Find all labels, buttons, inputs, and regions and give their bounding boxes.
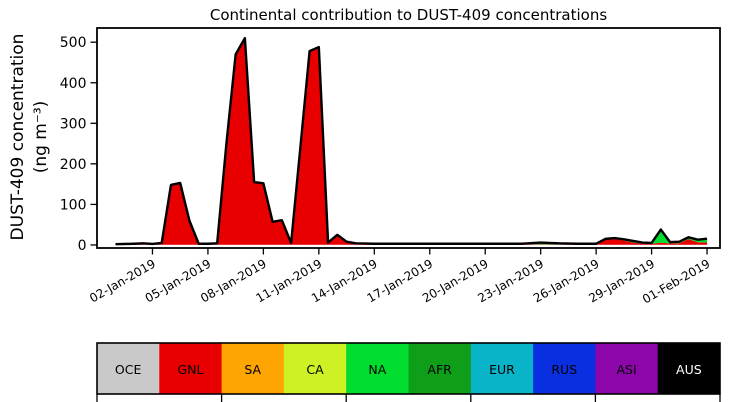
y-tick-label: 0 — [78, 238, 87, 254]
total-outline — [115, 36, 708, 246]
legend-label-CA: CA — [306, 362, 324, 377]
legend-cell-SA — [221, 343, 285, 394]
legend-label-AUS: AUS — [676, 362, 702, 377]
legend-label-NA: NA — [368, 362, 386, 377]
legend-label-AFR: AFR — [427, 362, 452, 377]
chart-title: Continental contribution to DUST-409 con… — [209, 6, 608, 24]
y-tick-label: 200 — [60, 157, 87, 173]
legend-cell-NA — [346, 343, 409, 394]
legend: OCE GNL SA CA NA AFR EUR RUS ASI AUS — [96, 342, 721, 402]
legend-cell-CA — [283, 343, 347, 394]
legend-cell-GNL — [159, 343, 223, 394]
legend-cell-OCE — [97, 343, 160, 394]
legend-label-SA: SA — [244, 362, 261, 377]
stack-layer-GNL — [115, 38, 708, 245]
legend-cell-RUS — [533, 343, 596, 394]
plot-border — [96, 27, 721, 249]
legend-cell-EUR — [470, 343, 534, 394]
legend-cell-AUS — [657, 343, 721, 394]
legend-cell-AFR — [408, 343, 472, 394]
y-tick-label: 400 — [60, 76, 87, 92]
legend-label-OCE: OCE — [115, 362, 142, 377]
legend-border — [96, 342, 721, 395]
legend-label-ASI: ASI — [616, 362, 636, 377]
legend-label-GNL: GNL — [177, 362, 203, 377]
legend-label-RUS: RUS — [551, 362, 577, 377]
y-tick-label: 100 — [60, 197, 87, 213]
legend-cell-ASI — [595, 343, 659, 394]
plot-area — [97, 28, 720, 248]
y-tick-label: 500 — [60, 35, 87, 51]
y-tick-label: 300 — [60, 116, 87, 132]
legend-label-EUR: EUR — [489, 362, 515, 377]
